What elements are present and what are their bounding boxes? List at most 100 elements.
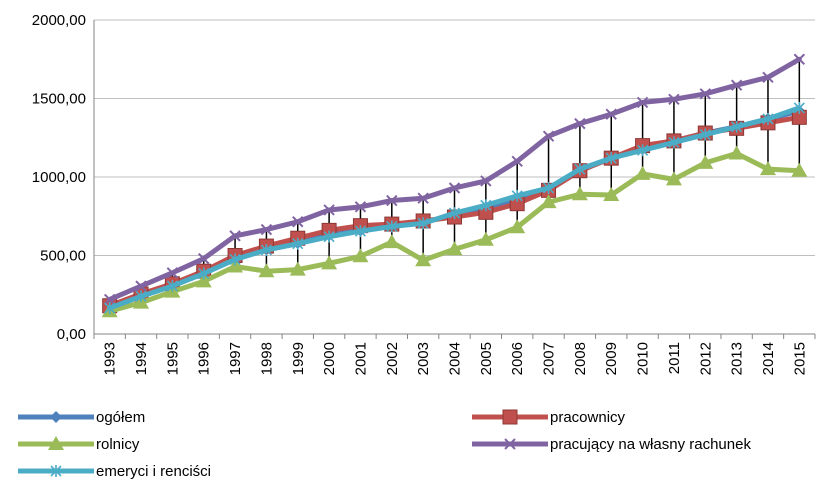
x-tick-label: 2003 <box>415 342 432 375</box>
data-point <box>352 248 369 263</box>
x-tick-label: 2001 <box>352 342 369 375</box>
data-point <box>762 112 774 125</box>
data-point <box>104 302 116 315</box>
data-point <box>574 117 586 130</box>
data-point <box>103 293 116 306</box>
x-tick-label: 2008 <box>572 342 589 375</box>
legend-label: ogółem <box>96 409 145 426</box>
data-point <box>605 108 617 120</box>
legend-marker <box>50 465 62 477</box>
data-point <box>292 216 304 228</box>
legend: ogółem pracownicy rolnicy pracujący na włas… <box>18 409 751 480</box>
data-point <box>603 187 620 202</box>
data-point <box>321 255 338 270</box>
y-tick-label: 0,00 <box>57 326 86 343</box>
x-axis-tick-labels: 1993 1994 1995 1996 1997 1998 1999 2000 2001 2002… <box>102 342 809 375</box>
x-tick-label: 2011 <box>666 342 683 374</box>
x-tick-label: 2000 <box>321 342 338 375</box>
data-point <box>166 267 179 279</box>
data-point <box>135 290 147 303</box>
data-point <box>636 96 649 109</box>
axes <box>93 20 816 339</box>
data-point <box>477 231 494 246</box>
x-tick-label: 1998 <box>258 342 275 375</box>
data-point <box>699 128 711 141</box>
data-point <box>699 88 711 100</box>
data-point <box>386 194 398 207</box>
x-tick-label: 2004 <box>447 342 464 375</box>
y-tick-label: 1000,00 <box>32 169 86 186</box>
x-tick-label: 2007 <box>541 342 558 375</box>
data-point <box>386 220 398 233</box>
x-tick-label: 2013 <box>729 342 746 375</box>
data-point <box>198 267 210 280</box>
data-point <box>542 181 555 194</box>
legend-label: rolnicy <box>96 436 140 453</box>
y-tick-label: 500,00 <box>40 248 86 265</box>
data-point <box>195 273 212 288</box>
data-point <box>480 199 492 212</box>
data-point <box>417 192 429 204</box>
data-point <box>791 162 808 177</box>
data-point <box>354 225 367 238</box>
legend-entry: emeryci i renciści <box>18 463 211 480</box>
data-point <box>292 237 304 250</box>
data-point <box>730 79 743 91</box>
x-tick-label: 1997 <box>227 342 244 375</box>
y-tick-label: 2000,00 <box>32 12 86 29</box>
data-point <box>260 244 272 257</box>
legend-entry: pracownicy <box>472 409 626 426</box>
data-point <box>227 258 244 273</box>
data-point <box>793 101 805 114</box>
x-tick-label: 2010 <box>635 342 652 375</box>
data-point <box>509 219 526 234</box>
data-point <box>354 201 367 213</box>
data-point <box>697 154 714 169</box>
x-tick-label: 2015 <box>791 342 808 375</box>
data-point <box>323 204 335 216</box>
data-point <box>668 136 680 149</box>
data-point <box>637 144 649 157</box>
data-point <box>731 120 743 133</box>
data-point <box>383 234 400 249</box>
x-tick-label: 2012 <box>697 342 714 375</box>
series-lines <box>101 53 808 318</box>
series-pracujący-na-własny-rachunek <box>103 53 806 306</box>
data-point <box>634 165 651 180</box>
data-point <box>571 186 588 201</box>
x-tick-label: 1995 <box>164 342 181 375</box>
x-tick-label: 1993 <box>102 342 119 375</box>
series-line <box>107 56 802 302</box>
legend-marker <box>50 411 62 423</box>
x-tick-label: 2009 <box>603 342 620 375</box>
y-axis-tick-labels: 0,00 500,00 1000,00 1500,00 2000,00 <box>32 12 86 343</box>
series-emeryci-i-renciści <box>104 101 805 315</box>
legend-entry: rolnicy <box>18 436 140 453</box>
data-point <box>229 253 241 266</box>
data-point <box>728 145 745 160</box>
data-point <box>480 175 492 187</box>
data-point <box>511 189 523 202</box>
x-tick-label: 2005 <box>478 342 495 375</box>
legend-marker <box>502 409 518 425</box>
x-tick-label: 2002 <box>384 342 401 375</box>
x-tick-label: 2006 <box>509 342 526 375</box>
x-tick-label: 2014 <box>760 342 777 375</box>
data-point <box>323 230 335 243</box>
legend-entry: pracujący na własny rachunek <box>472 436 751 453</box>
y-tick-label: 1500,00 <box>32 91 86 108</box>
data-point <box>605 152 617 165</box>
legend-marker <box>48 436 64 450</box>
data-point <box>198 252 210 265</box>
data-point <box>258 263 275 278</box>
data-point <box>762 71 774 84</box>
data-point <box>446 241 463 256</box>
x-tick-label: 1994 <box>133 342 150 375</box>
data-point <box>448 182 461 194</box>
data-point <box>542 130 555 142</box>
data-point <box>260 223 273 236</box>
data-point <box>417 217 429 230</box>
data-point <box>574 163 586 176</box>
